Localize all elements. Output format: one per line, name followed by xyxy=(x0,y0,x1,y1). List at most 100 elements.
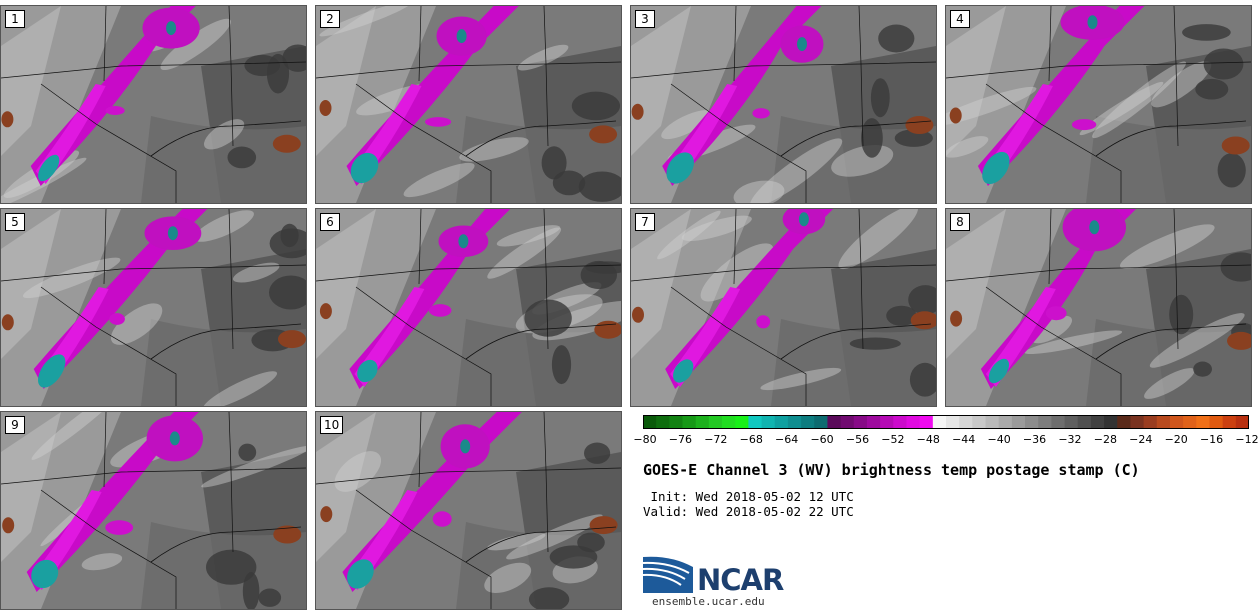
colorbar-swatch xyxy=(919,415,934,429)
satellite-map xyxy=(1,412,306,609)
colorbar-swatch xyxy=(1051,415,1065,429)
colorbar-swatch xyxy=(1183,415,1197,429)
colorbar-tick-label: −64 xyxy=(775,433,799,446)
colorbar-tick-label: −56 xyxy=(845,433,870,446)
colorbar-swatch xyxy=(959,415,973,429)
colorbar-tick-label: −80 xyxy=(633,433,657,446)
colorbar-tick-label: −36 xyxy=(1022,433,1047,446)
colorbar-swatch xyxy=(695,415,710,429)
logo-url: ensemble.ucar.edu xyxy=(652,595,765,608)
colorbar-swatch xyxy=(1130,415,1144,429)
panel-label: 9 xyxy=(5,416,25,434)
colorbar-swatch xyxy=(748,415,762,429)
colorbar-swatch xyxy=(853,415,868,429)
colorbar-swatch xyxy=(1090,415,1105,429)
satellite-map xyxy=(946,209,1251,406)
ncar-logo-text: NCAR xyxy=(697,563,784,597)
colorbar-swatch xyxy=(946,415,960,429)
colorbar-swatch xyxy=(1104,415,1118,429)
satellite-map xyxy=(316,412,621,609)
colorbar-swatch xyxy=(1156,415,1171,429)
colorbar-tick-label: −20 xyxy=(1164,433,1188,446)
panel-5: 5 xyxy=(0,208,307,407)
colorbar-tick-label: −76 xyxy=(668,433,693,446)
panel-label: 6 xyxy=(320,213,340,231)
colorbar-tick-label: −52 xyxy=(881,433,905,446)
colorbar-swatch xyxy=(906,415,921,429)
colorbar-swatch xyxy=(1143,415,1158,429)
colorbar-swatch xyxy=(932,415,947,429)
colorbar-swatch xyxy=(1077,415,1092,429)
satellite-map xyxy=(1,6,306,203)
colorbar-tick-label: −60 xyxy=(810,433,834,446)
colorbar-swatch xyxy=(656,415,670,429)
panel-label: 10 xyxy=(320,416,344,434)
colorbar-swatch xyxy=(643,415,657,429)
panel-7: 7 xyxy=(630,208,937,407)
colorbar xyxy=(643,415,1249,429)
colorbar-swatch xyxy=(669,415,683,429)
panel-3: 3 xyxy=(630,5,937,204)
colorbar-swatch xyxy=(1064,415,1079,429)
panel-6: 6 xyxy=(315,208,622,407)
panel-label: 1 xyxy=(5,10,25,28)
colorbar-tick-label: −68 xyxy=(739,433,763,446)
colorbar-tick-label: −48 xyxy=(916,433,940,446)
panel-8: 8 xyxy=(945,208,1252,407)
panel-label: 7 xyxy=(635,213,655,231)
colorbar-tick-label: −24 xyxy=(1129,433,1153,446)
ncar-logo-icon xyxy=(642,556,693,593)
colorbar-swatch xyxy=(722,415,736,429)
colorbar-tick-label: −72 xyxy=(704,433,728,446)
satellite-map xyxy=(316,209,621,406)
panel-label: 2 xyxy=(320,10,340,28)
colorbar-swatch xyxy=(1011,415,1026,429)
valid-time: Valid: Wed 2018-05-02 22 UTC xyxy=(643,504,854,519)
satellite-map xyxy=(1,209,306,406)
colorbar-swatch xyxy=(735,415,749,429)
colorbar-swatch xyxy=(1117,415,1131,429)
colorbar-swatch xyxy=(1025,415,1039,429)
colorbar-swatch xyxy=(801,415,815,429)
colorbar-swatch xyxy=(985,415,1000,429)
colorbar-swatch xyxy=(866,415,881,429)
colorbar-tick-label: −16 xyxy=(1199,433,1224,446)
colorbar-swatch xyxy=(972,415,986,429)
panel-10: 10 xyxy=(315,411,622,610)
satellite-map xyxy=(316,6,621,203)
panel-9: 9 xyxy=(0,411,307,610)
panel-label: 5 xyxy=(5,213,25,231)
colorbar-swatch xyxy=(1169,415,1184,429)
colorbar-swatch xyxy=(1222,415,1237,429)
colorbar-swatch xyxy=(1196,415,1210,429)
colorbar-tick-label: −28 xyxy=(1093,433,1117,446)
colorbar-swatch xyxy=(814,415,828,429)
colorbar-tick-label: −40 xyxy=(987,433,1011,446)
panel-2: 2 xyxy=(315,5,622,204)
colorbar-swatch xyxy=(1235,415,1249,429)
colorbar-swatch xyxy=(761,415,776,429)
figure-title: GOES-E Channel 3 (WV) brightness temp po… xyxy=(643,461,1140,479)
colorbar-tick-label: −32 xyxy=(1058,433,1082,446)
colorbar-swatch xyxy=(787,415,802,429)
colorbar-swatch xyxy=(708,415,723,429)
satellite-map xyxy=(631,6,936,203)
colorbar-swatch xyxy=(827,415,841,429)
colorbar-swatch xyxy=(998,415,1013,429)
colorbar-swatch xyxy=(880,415,894,429)
init-time: Init: Wed 2018-05-02 12 UTC xyxy=(643,489,854,504)
colorbar-tick-label: −12 xyxy=(1235,433,1259,446)
panel-4: 4 xyxy=(945,5,1252,204)
satellite-map xyxy=(946,6,1251,203)
panel-label: 4 xyxy=(950,10,970,28)
satellite-map xyxy=(631,209,936,406)
panel-1: 1 xyxy=(0,5,307,204)
panel-label: 3 xyxy=(635,10,655,28)
colorbar-swatch xyxy=(840,415,855,429)
colorbar-swatch xyxy=(893,415,907,429)
colorbar-swatch xyxy=(774,415,789,429)
colorbar-swatch xyxy=(1209,415,1224,429)
colorbar-swatch xyxy=(1038,415,1052,429)
panel-label: 8 xyxy=(950,213,970,231)
colorbar-tick-label: −44 xyxy=(952,433,976,446)
